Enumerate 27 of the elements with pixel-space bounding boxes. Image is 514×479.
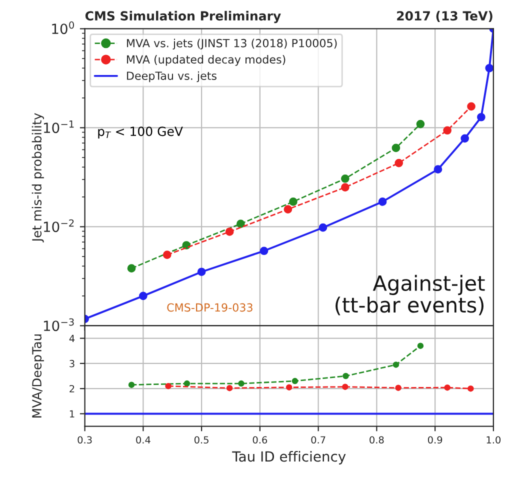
y-tick-label: 3 (70, 360, 74, 368)
y-tick-label: 10$^{−1}$ (44, 120, 74, 134)
chart-title: CMS Simulation Preliminary (85, 10, 281, 24)
legend-label: MVA (updated decay modes) (127, 55, 286, 66)
x-tick-label: 1.0 (486, 436, 501, 444)
x-tick-label: 0.3 (78, 436, 92, 444)
y-tick-label: 10$^{−3}$ (44, 318, 74, 332)
x-tick-label: 0.8 (370, 436, 384, 444)
y-tick-label: 1 (70, 410, 74, 418)
y-tick-label: 10$^{−2}$ (44, 219, 74, 232)
x-tick-label: 0.6 (252, 436, 268, 444)
annotation: p$_{T}$ < 100 GeV (98, 126, 183, 138)
y-tick-label: 2 (70, 385, 74, 392)
y-tick-label: 4 (69, 334, 75, 342)
x-tick-label: 0.7 (311, 436, 326, 444)
x-tick-label: 0.4 (136, 436, 150, 444)
x-axis-title: Tau ID efficiency (232, 450, 346, 464)
legend-label: DeepTau vs. jets (127, 71, 216, 82)
y-axis-title: MVA/DeepTau (32, 334, 44, 418)
x-tick-label: 0.9 (428, 436, 442, 444)
annotation: CMS-DP-19-033 (167, 303, 252, 312)
y-axis-title: Jet mis-id probability (32, 113, 44, 242)
y-tick-label: 10$^{0}$ (52, 21, 74, 34)
legend-label: MVA vs. jets (JINST 13 (2018) P10005) (127, 38, 337, 50)
annotation: Against-jet (tt-bar events) (336, 274, 485, 316)
chart-subtitle: 2017 (13 TeV) (397, 10, 492, 22)
x-tick-label: 0.5 (194, 436, 208, 444)
